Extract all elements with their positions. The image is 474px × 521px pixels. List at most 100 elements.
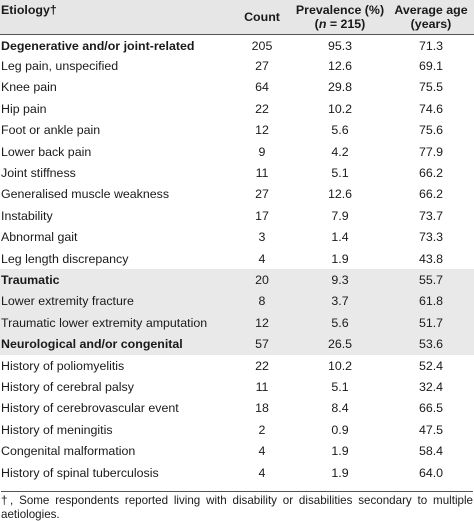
- header-prevalence: Prevalence (%) (n = 215): [292, 0, 388, 35]
- cell-prevalence: 9.3: [331, 272, 349, 287]
- table-row: Traumatic lower extremity amputation 12 5.…: [0, 312, 474, 334]
- cell-average-age: 66.5: [418, 401, 444, 416]
- cell-etiology: Abnormal gait: [1, 230, 78, 245]
- cell-etiology: Joint stiffness: [1, 166, 76, 181]
- cell-average-age: 71.3: [418, 38, 444, 53]
- cell-average-age: 43.8: [418, 251, 444, 266]
- cell-etiology: Generalised muscle weakness: [1, 187, 170, 202]
- cell-prevalence: 5.6: [331, 123, 349, 138]
- cell-etiology: Lower extremity fracture: [1, 294, 134, 309]
- cell-etiology: Traumatic lower extremity amputation: [1, 315, 208, 330]
- cell-etiology: Instability: [1, 208, 53, 223]
- cell-prevalence: 3.7: [331, 294, 349, 309]
- table-group-row: Neurological and/or congenital 57 26.5 53.6: [0, 333, 474, 355]
- cell-prevalence: 1.9: [331, 444, 349, 459]
- etiology-table: Etiology† Count Prevalence (%) (n = 215)…: [0, 0, 474, 483]
- cell-count: 12: [255, 315, 269, 330]
- cell-average-age: 53.6: [418, 337, 444, 352]
- cell-count: 27: [255, 59, 269, 74]
- header-prevalence-n-suffix: = 215): [326, 16, 366, 31]
- cell-prevalence: 7.9: [331, 208, 349, 223]
- cell-etiology: Degenerative and/or joint-related: [1, 38, 195, 53]
- cell-prevalence: 1.9: [331, 465, 349, 480]
- table-row: Leg length discrepancy 4 1.9 43.8: [0, 248, 474, 269]
- table-row: Knee pain 64 29.8 75.5: [0, 77, 474, 98]
- table-row: Foot or ankle pain 12 5.6 75.6: [0, 120, 474, 141]
- cell-prevalence: 26.5: [327, 337, 353, 352]
- cell-etiology: Leg pain, unspecified: [1, 59, 119, 74]
- cell-count: 3: [258, 230, 266, 245]
- cell-prevalence: 1.9: [331, 251, 349, 266]
- cell-average-age: 55.7: [418, 272, 444, 287]
- cell-prevalence: 5.1: [331, 379, 349, 394]
- table-row: Lower extremity fracture 8 3.7 61.8: [0, 290, 474, 313]
- table-group-row: Traumatic 20 9.3 55.7: [0, 269, 474, 291]
- cell-average-age: 73.3: [418, 230, 444, 245]
- cell-count: 4: [258, 251, 266, 266]
- cell-count: 4: [258, 444, 266, 459]
- header-etiology: Etiology†: [0, 0, 232, 35]
- cell-count: 20: [255, 272, 269, 287]
- cell-prevalence: 12.6: [327, 187, 353, 202]
- cell-etiology: History of poliomyelitis: [1, 358, 125, 373]
- table-row: Generalised muscle weakness 27 12.6 66.2: [0, 184, 474, 205]
- cell-count: 64: [255, 80, 269, 95]
- cell-etiology: Traumatic: [1, 272, 60, 287]
- cell-count: 4: [258, 465, 266, 480]
- table-row: Lower back pain 9 4.2 77.9: [0, 141, 474, 162]
- cell-etiology: History of cerebral palsy: [1, 379, 134, 394]
- table-row: Instability 17 7.9 73.7: [0, 205, 474, 226]
- cell-etiology: History of cerebrovascular event: [1, 401, 179, 416]
- cell-etiology: Neurological and/or congenital: [1, 337, 183, 352]
- cell-average-age: 66.2: [418, 187, 444, 202]
- cell-count: 9: [258, 144, 266, 159]
- table-body: Degenerative and/or joint-related 205 95.3…: [0, 34, 474, 483]
- table-group-row: Degenerative and/or joint-related 205 95.3…: [0, 34, 474, 55]
- table-row: History of cerebrovascular event 18 8.4 66.…: [0, 398, 474, 419]
- header-count: Count: [232, 0, 292, 35]
- cell-average-age: 74.6: [418, 101, 444, 116]
- cell-average-age: 58.4: [418, 444, 444, 459]
- cell-count: 17: [255, 208, 269, 223]
- cell-average-age: 47.5: [418, 422, 444, 437]
- cell-prevalence: 95.3: [327, 38, 353, 53]
- header-prevalence-line1: Prevalence (%): [295, 2, 385, 17]
- table-row: Leg pain, unspecified 27 12.6 69.1: [0, 55, 474, 76]
- cell-average-age: 51.7: [418, 315, 444, 330]
- cell-average-age: 32.4: [418, 379, 444, 394]
- cell-prevalence: 4.2: [331, 144, 349, 159]
- cell-average-age: 61.8: [418, 294, 444, 309]
- table-row: History of meningitis 2 0.9 47.5: [0, 419, 474, 440]
- cell-average-age: 77.9: [418, 144, 444, 159]
- table-row: History of poliomyelitis 22 10.2 52.4: [0, 355, 474, 376]
- cell-etiology: Foot or ankle pain: [1, 123, 101, 138]
- cell-average-age: 66.2: [418, 166, 444, 181]
- cell-prevalence: 12.6: [327, 59, 353, 74]
- cell-count: 12: [255, 123, 269, 138]
- table-header: Etiology† Count Prevalence (%) (n = 215)…: [0, 0, 474, 35]
- cell-count: 22: [255, 358, 269, 373]
- header-row: Etiology† Count Prevalence (%) (n = 215)…: [0, 0, 474, 35]
- table-row: Abnormal gait 3 1.4 73.3: [0, 227, 474, 248]
- cell-average-age: 69.1: [418, 59, 444, 74]
- table-row: History of spinal tuberculosis 4 1.9 64.0: [0, 462, 474, 483]
- cell-average-age: 73.7: [418, 208, 444, 223]
- cell-average-age: 75.5: [418, 80, 444, 95]
- cell-prevalence: 0.9: [331, 422, 349, 437]
- header-prevalence-n-prefix: (: [314, 16, 319, 31]
- cell-average-age: 52.4: [418, 358, 444, 373]
- cell-prevalence: 29.8: [327, 80, 353, 95]
- cell-etiology: History of spinal tuberculosis: [1, 465, 159, 480]
- cell-count: 22: [255, 101, 269, 116]
- cell-prevalence: 8.4: [331, 401, 349, 416]
- cell-prevalence: 10.2: [327, 101, 353, 116]
- table-row: Hip pain 22 10.2 74.6: [0, 98, 474, 119]
- header-average-age: Average age (years): [388, 0, 474, 35]
- header-age-line2: (years): [410, 16, 452, 31]
- cell-prevalence: 10.2: [327, 358, 353, 373]
- cell-count: 8: [258, 294, 266, 309]
- cell-etiology: Lower back pain: [1, 144, 92, 159]
- cell-count: 27: [255, 187, 269, 202]
- cell-count: 205: [251, 38, 273, 53]
